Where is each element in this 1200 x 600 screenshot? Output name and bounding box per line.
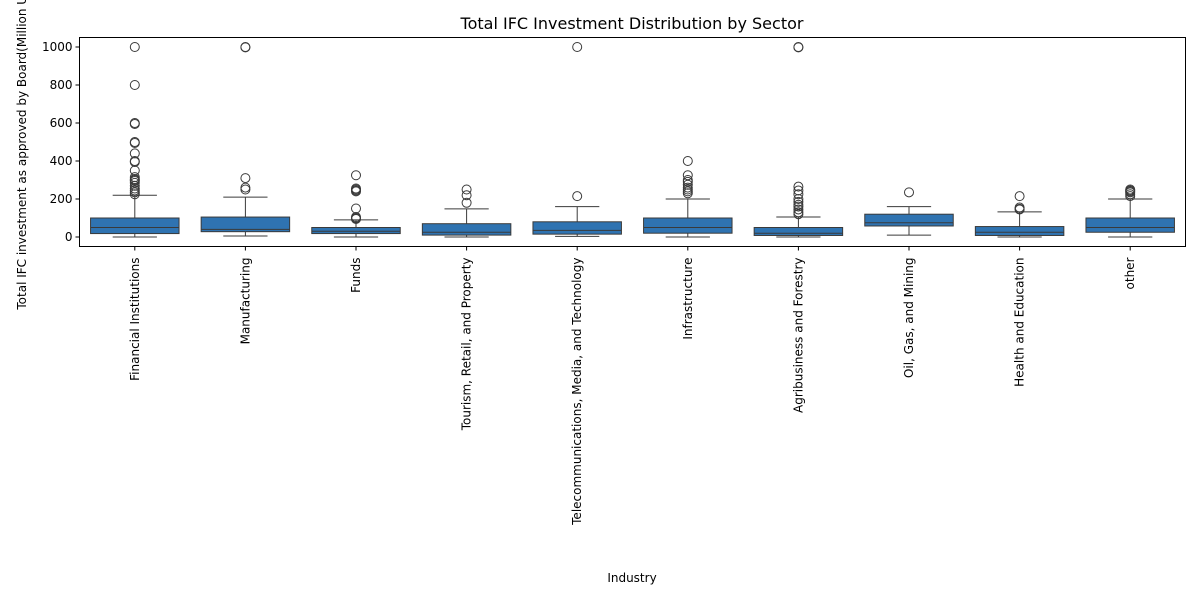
outlier-point [129,42,140,52]
outlier-point [461,190,472,201]
box-group [1085,184,1175,238]
outlier-point [793,201,804,212]
iqr-box [421,223,512,236]
box-group [421,184,512,238]
outlier-point [351,170,361,181]
outlier-point [682,188,693,199]
plot-frame [79,37,1186,247]
outlier-point [793,194,804,204]
box-group [200,42,291,237]
outlier-point [793,196,804,207]
iqr-box [753,227,844,236]
y-tick-label: 200 [50,192,73,206]
outlier-point [904,187,914,198]
outlier-point [351,213,361,224]
x-tick-label: Financial Institutions [128,258,142,381]
iqr-box [1085,217,1175,233]
x-tick-label: Telecommunications, Media, and Technolog… [570,258,584,526]
x-tick-label: other [1123,257,1137,289]
outlier-point [793,209,804,220]
box-group [532,42,622,237]
outlier-point [793,42,804,53]
outlier-point [351,186,361,197]
x-tick-label: Agribusiness and Forestry [791,258,805,413]
y-tick-label: 1000 [42,40,73,54]
x-tick-label: Health and Education [1013,258,1027,387]
box-group [753,42,844,238]
x-tick-label: Infrastructure [681,258,695,340]
outlier-point [240,173,251,184]
box-group [311,170,401,238]
x-tick-label: Manufacturing [238,258,252,345]
iqr-box [864,213,954,227]
outlier-point [461,184,472,195]
iqr-box [200,216,291,233]
outlier-point [793,204,804,215]
box-group [864,187,954,236]
y-tick-label: 0 [65,230,73,244]
y-tick-label: 600 [50,116,73,130]
outlier-point [793,189,804,200]
outlier-point [682,156,693,166]
iqr-box [974,226,1065,236]
outlier-point [1125,191,1136,202]
y-axis-label: Total IFC investment as approved by Boar… [15,0,29,311]
outlier-point [572,191,583,202]
iqr-box [532,221,622,235]
x-tick-label: Tourism, Retail, and Property [460,258,474,432]
iqr-box [90,217,180,235]
plot-area [90,42,1175,238]
x-tick-label: Oil, Gas, and Mining [902,258,916,379]
x-tick-label: Funds [349,258,363,293]
iqr-box [643,217,733,234]
y-tick-label: 400 [50,154,73,168]
iqr-box [311,227,401,235]
outlier-point [129,80,140,90]
outlier-point [240,184,251,195]
outlier-point [129,137,140,148]
y-axis: 0 200 400 600 800 1000 [42,40,80,244]
chart-title: Total IFC Investment Distribution by Sec… [460,14,804,33]
box-group [643,156,733,238]
outlier-point [793,181,804,192]
outlier-point [461,197,472,208]
outlier-point [129,118,140,129]
y-tick-label: 800 [50,78,73,92]
outlier-point [1014,191,1025,202]
x-axis-label: Industry [607,571,656,585]
box-group [974,191,1065,238]
outlier-point [351,203,361,214]
outlier-point [240,42,251,53]
box-group [90,42,180,238]
x-axis: Financial Institutions Manufacturing Funds… [128,246,1137,526]
outlier-point [129,189,140,200]
outlier-point [1014,204,1025,215]
outlier-point [240,182,251,193]
outlier-point [572,42,583,52]
